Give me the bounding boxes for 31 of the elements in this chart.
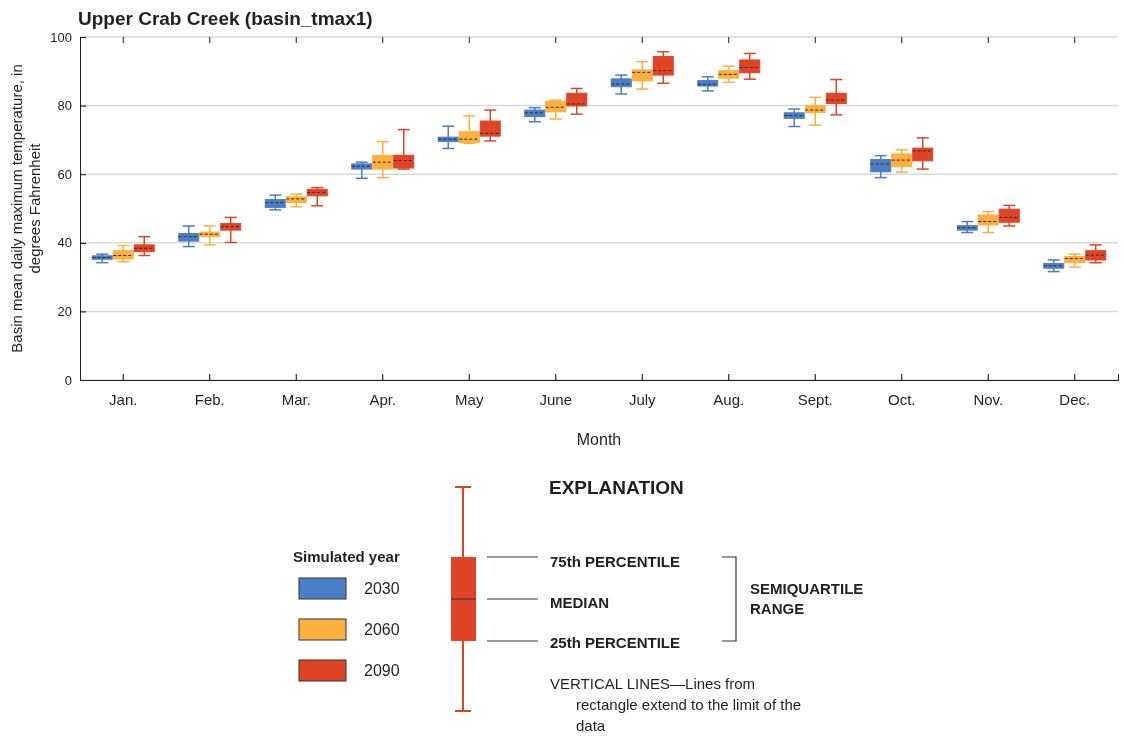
- text: 25th PERCENTILE: [550, 634, 681, 651]
- legend-label: 2060: [364, 621, 400, 638]
- legend-title: Simulated year: [293, 548, 400, 565]
- text: MEDIAN: [550, 594, 610, 611]
- y-tick-label: 20: [57, 304, 72, 320]
- x-tick-label: Sept.: [797, 390, 833, 408]
- text: SEMIQUARTILE RANGE: [750, 580, 864, 617]
- x-tick-label: Aug.: [713, 390, 745, 408]
- y-tick-label: 60: [57, 166, 72, 182]
- x-tick-label: Nov.: [973, 390, 1004, 408]
- x-tick-label: Jan.: [109, 390, 138, 408]
- text: 75th PERCENTILE: [550, 553, 681, 570]
- y-tick-label: 100: [50, 29, 72, 45]
- y-tick-label: 80: [57, 98, 72, 114]
- x-tick-label: June: [539, 390, 573, 408]
- y-tick-label: 0: [64, 372, 72, 388]
- x-tick-label: July: [628, 390, 657, 408]
- x-tick-label: Apr.: [369, 390, 397, 408]
- legend-label: 2090: [364, 662, 400, 679]
- x-tick-label: Mar.: [281, 390, 311, 408]
- y-tick-label: 40: [57, 235, 72, 251]
- legend-label: 2030: [364, 580, 400, 597]
- y-axis-title: Basin mean daily maximum temperature, in degrees Fahrenheit: [8, 64, 43, 353]
- text: EXPLANATION: [549, 477, 684, 498]
- x-tick-label: May: [455, 390, 484, 408]
- x-axis-title: Month: [576, 431, 622, 448]
- chart-title: Upper Crab Creek (basin_tmax1): [78, 8, 373, 29]
- text: VERTICAL LINES—Lines from rectangle extend to the limit of the data: [550, 675, 802, 734]
- x-tick-label: Dec.: [1059, 390, 1091, 408]
- x-tick-label: Feb.: [194, 390, 225, 408]
- x-tick-label: Oct.: [887, 390, 916, 408]
